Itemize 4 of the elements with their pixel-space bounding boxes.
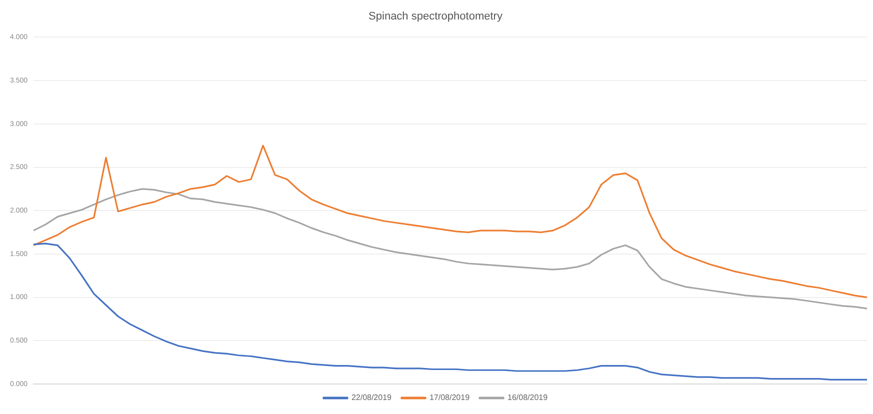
legend-label: 22/08/2019 bbox=[351, 393, 392, 402]
legend-label: 17/08/2019 bbox=[429, 393, 470, 402]
legend-label: 16/08/2019 bbox=[508, 393, 548, 402]
chart-title: Spinach spectrophotometry bbox=[368, 10, 503, 23]
